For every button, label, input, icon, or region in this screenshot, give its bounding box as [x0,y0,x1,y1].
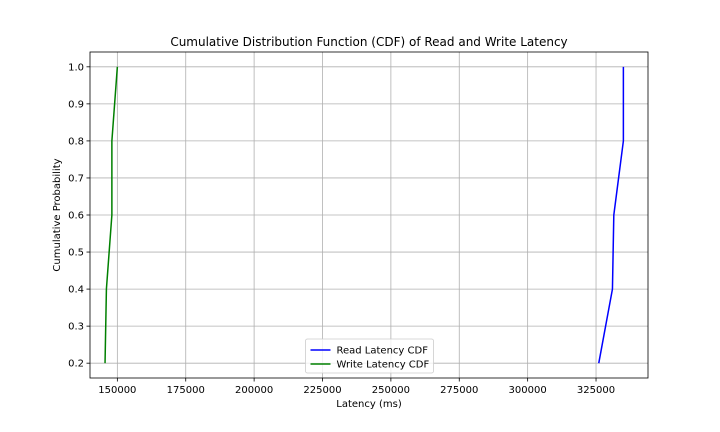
x-tick-label: 275000 [440,385,478,396]
x-tick-label: 250000 [372,385,410,396]
legend-label-write: Write Latency CDF [337,360,430,371]
x-tick-label: 325000 [577,385,615,396]
y-axis-title: Cumulative Probability [52,158,63,271]
grid-lines [90,52,648,378]
x-tick-label: 175000 [167,385,205,396]
y-tick-label: 0.9 [68,99,84,110]
x-axis-ticks: 150000 175000 200000 225000 250000 275000 3000… [98,378,615,396]
legend-label-read: Read Latency CDF [337,346,429,357]
y-tick-label: 0.7 [68,173,84,184]
x-axis-title: Latency (ms) [336,399,402,410]
y-tick-label: 0.8 [68,136,84,147]
y-tick-label: 0.3 [68,322,84,333]
y-tick-label: 0.4 [68,285,84,296]
y-axis-ticks: 0.2 0.3 0.4 0.5 0.6 0.7 0.8 0.9 1.0 [68,62,90,370]
x-tick-label: 300000 [509,385,547,396]
series-line-write [104,66,119,364]
series-lines [104,66,625,364]
series-line-read [598,66,625,364]
legend: Read Latency CDF Write Latency CDF [305,338,434,374]
y-tick-label: 0.2 [68,359,84,370]
x-tick-label: 150000 [98,385,136,396]
legend-box [305,338,434,374]
x-tick-label: 200000 [235,385,273,396]
y-tick-label: 0.6 [68,211,84,222]
y-tick-label: 1.0 [68,62,84,73]
x-tick-label: 225000 [303,385,341,396]
y-tick-label: 0.5 [68,248,84,259]
chart-title: Cumulative Distribution Function (CDF) o… [170,35,567,49]
